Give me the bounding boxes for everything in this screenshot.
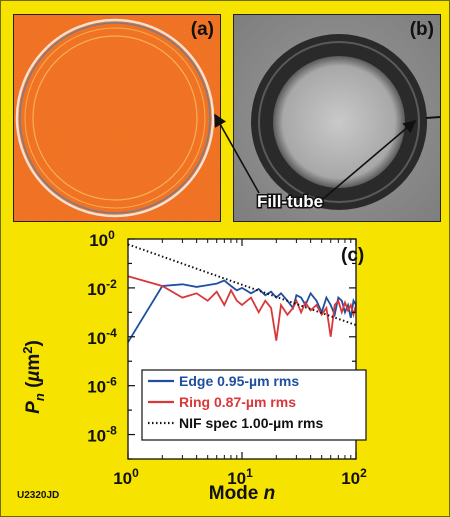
x-tick-label: 101 xyxy=(227,466,253,488)
fill-tube-arrows: Fill-tube xyxy=(214,113,417,213)
y-tick-label: 10-2 xyxy=(87,277,117,299)
y-axis-label: Pn (µm2) xyxy=(20,340,47,414)
legend-label: Edge 0.95-µm rms xyxy=(179,373,299,389)
chart-panel-c: 100 101 102 100 10-2 10-4 10-6 10-8 Edge 0.95-µ… xyxy=(1,223,449,516)
y-tick-label: 10-6 xyxy=(87,375,117,397)
legend-label: NIF spec 1.00-µm rms xyxy=(179,415,323,431)
y-tick-label: 10-8 xyxy=(87,424,117,446)
arrow-a xyxy=(214,113,260,194)
series-line-1 xyxy=(127,275,357,341)
spectrum-chart: 100 101 102 100 10-2 10-4 10-6 10-8 Edge 0.95-µ… xyxy=(20,228,367,504)
series-line-2 xyxy=(127,243,357,327)
y-tick-label: 10-4 xyxy=(87,326,117,348)
panel-b-label: (b) xyxy=(409,19,434,40)
shadowgraph-b xyxy=(234,15,440,221)
panel-c-label: (c) xyxy=(341,245,364,266)
figure-code: U2320JD xyxy=(17,490,60,501)
panel-b-image: (b) xyxy=(233,14,441,222)
legend-box xyxy=(141,369,367,441)
y-tick-label: 100 xyxy=(89,228,115,250)
radiograph-a xyxy=(14,15,220,221)
x-axis-label: Mode n xyxy=(209,483,276,504)
x-tick-label: 102 xyxy=(341,466,367,488)
x-tick-label: 100 xyxy=(113,466,139,488)
panel-a-image: (a) xyxy=(13,14,221,222)
arrow-b xyxy=(322,119,417,200)
series-line-0 xyxy=(127,279,357,343)
fill-tube-label: Fill-tube xyxy=(257,192,323,211)
panel-a-label: (a) xyxy=(190,19,214,40)
legend-label: Ring 0.87-µm rms xyxy=(179,394,296,410)
